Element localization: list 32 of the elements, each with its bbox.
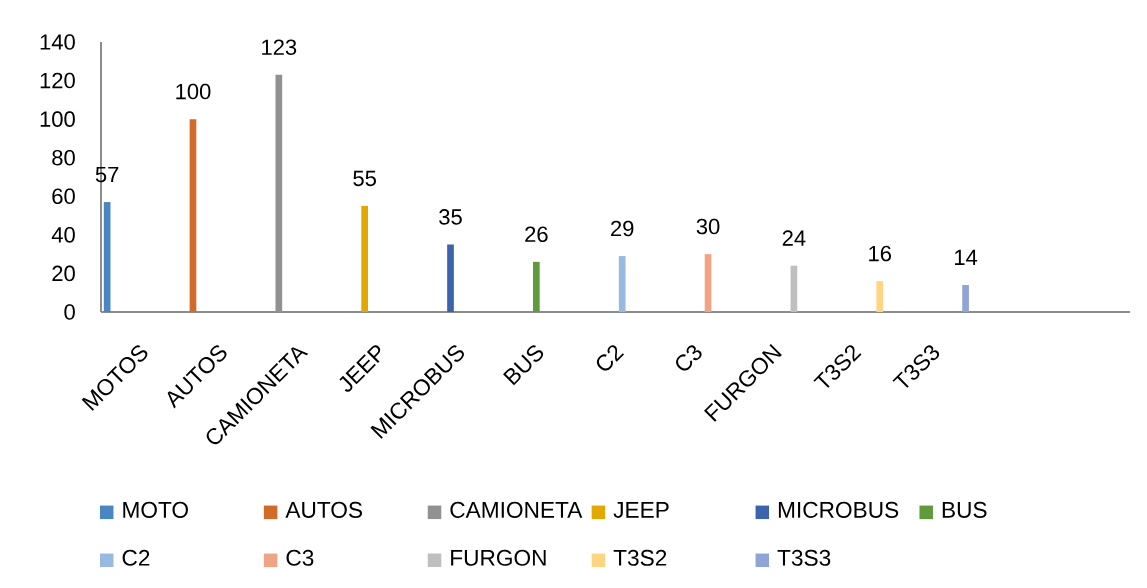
- data-label: 24: [782, 230, 806, 246]
- data-label: 14: [955, 249, 978, 265]
- legend-label: FURGON: [451, 549, 546, 566]
- y-tick-label: 20: [52, 265, 75, 282]
- y-tick-label: 80: [52, 149, 75, 166]
- data-label: 35: [439, 209, 462, 225]
- legend-label: T3S2: [613, 549, 667, 566]
- data-label: 57: [95, 166, 119, 183]
- legend-label: T3S3: [777, 549, 831, 566]
- y-tick-label: 120: [40, 72, 75, 89]
- y-tick-label: 40: [51, 227, 75, 243]
- data-label: 55: [353, 170, 376, 187]
- legend-label: MOTO: [123, 501, 188, 518]
- legend-label: C2: [122, 549, 150, 566]
- legend-label: CAMIONETA: [450, 501, 583, 518]
- legend-label: MICROBUS: [778, 501, 899, 518]
- legend-label: BUS: [942, 501, 987, 518]
- data-label: 29: [611, 220, 634, 237]
- y-tick-label: 100: [40, 111, 75, 127]
- legend-label: C3: [286, 549, 314, 566]
- x-tick-label: C3: [676, 345, 702, 371]
- legend-label: JEEP: [613, 502, 669, 518]
- y-tick-label: 60: [52, 188, 75, 205]
- legend-label: AUTOS: [285, 501, 362, 518]
- data-label: 16: [869, 245, 891, 262]
- data-label: 123: [262, 39, 297, 55]
- data-label: 30: [696, 218, 720, 235]
- y-tick-label: 0: [64, 304, 75, 320]
- y-tick-label: 140: [40, 34, 75, 50]
- data-label: 26: [525, 226, 548, 243]
- data-label: 100: [176, 83, 211, 100]
- x-tick-label: C2: [596, 345, 625, 371]
